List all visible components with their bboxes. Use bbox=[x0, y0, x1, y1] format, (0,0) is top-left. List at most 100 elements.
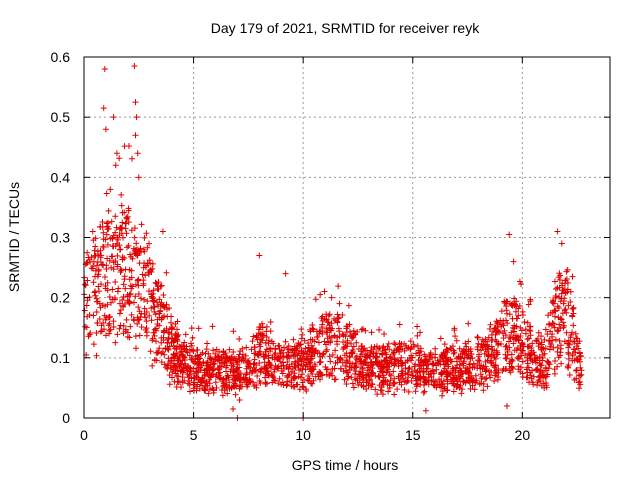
data-point bbox=[119, 219, 126, 226]
data-point bbox=[412, 361, 419, 368]
data-point bbox=[232, 382, 239, 389]
data-point bbox=[387, 377, 394, 384]
data-point bbox=[495, 366, 502, 373]
data-point bbox=[158, 359, 165, 366]
data-point bbox=[546, 346, 553, 353]
data-point bbox=[146, 288, 153, 295]
data-point bbox=[90, 279, 97, 286]
data-point bbox=[118, 267, 125, 274]
data-point bbox=[555, 314, 562, 321]
data-point bbox=[451, 327, 458, 334]
data-point bbox=[223, 368, 230, 375]
data-point bbox=[306, 360, 313, 367]
data-point bbox=[516, 278, 523, 285]
data-point bbox=[280, 362, 287, 369]
data-point bbox=[174, 357, 181, 364]
data-point bbox=[186, 346, 193, 353]
data-point bbox=[486, 326, 493, 333]
data-point bbox=[110, 259, 117, 266]
data-point bbox=[521, 318, 528, 325]
data-point bbox=[253, 332, 260, 339]
data-point bbox=[425, 371, 432, 378]
data-point bbox=[122, 285, 129, 292]
data-point bbox=[573, 367, 580, 374]
data-point bbox=[508, 329, 515, 336]
data-point bbox=[282, 270, 289, 277]
data-point bbox=[249, 338, 256, 345]
data-point bbox=[555, 274, 562, 281]
data-point bbox=[325, 339, 332, 346]
data-point bbox=[423, 365, 430, 372]
data-point bbox=[536, 369, 543, 376]
data-point bbox=[253, 381, 260, 388]
data-point bbox=[328, 327, 335, 334]
data-point bbox=[349, 350, 356, 357]
data-point bbox=[561, 295, 568, 302]
data-point bbox=[84, 297, 91, 304]
data-point bbox=[367, 351, 374, 358]
data-point bbox=[128, 227, 135, 234]
data-point bbox=[552, 307, 559, 314]
data-point bbox=[124, 333, 131, 340]
data-point bbox=[128, 311, 135, 318]
data-point bbox=[112, 162, 119, 169]
data-point bbox=[522, 326, 529, 333]
data-point bbox=[148, 305, 155, 312]
data-point bbox=[282, 338, 289, 345]
data-point bbox=[319, 372, 326, 379]
data-point bbox=[151, 308, 158, 315]
data-point bbox=[565, 337, 572, 344]
data-point bbox=[103, 231, 110, 238]
data-point bbox=[345, 302, 352, 309]
data-point bbox=[105, 322, 112, 329]
data-point bbox=[577, 372, 584, 379]
data-point bbox=[356, 355, 363, 362]
data-point bbox=[350, 343, 357, 350]
data-point bbox=[343, 369, 350, 376]
data-point bbox=[187, 388, 194, 395]
data-point bbox=[228, 353, 235, 360]
data-point bbox=[117, 246, 124, 253]
data-point bbox=[561, 286, 568, 293]
data-point bbox=[216, 348, 223, 355]
data-point bbox=[297, 355, 304, 362]
data-point bbox=[130, 299, 137, 306]
data-point bbox=[189, 334, 196, 341]
data-point bbox=[155, 278, 162, 285]
axis-ticks bbox=[83, 56, 610, 419]
data-point bbox=[554, 327, 561, 334]
data-point bbox=[537, 373, 544, 380]
data-point bbox=[243, 344, 250, 351]
chart-title: Day 179 of 2021, SRMTID for receiver rey… bbox=[211, 20, 480, 36]
data-point bbox=[376, 326, 383, 333]
data-point bbox=[110, 324, 117, 331]
x-tick-label: 20 bbox=[515, 427, 531, 443]
data-point bbox=[556, 284, 563, 291]
y-axis-label: SRMTID / TECUs bbox=[6, 182, 22, 292]
data-point bbox=[237, 383, 244, 390]
data-point bbox=[263, 352, 270, 359]
data-point bbox=[164, 339, 171, 346]
data-point bbox=[106, 327, 113, 334]
data-point bbox=[103, 220, 110, 227]
data-point bbox=[455, 354, 462, 361]
data-point bbox=[135, 317, 142, 324]
data-point bbox=[308, 342, 315, 349]
data-point bbox=[554, 344, 561, 351]
data-point bbox=[113, 150, 120, 157]
data-point bbox=[125, 219, 132, 226]
data-point bbox=[221, 382, 228, 389]
data-point bbox=[128, 274, 135, 281]
data-point bbox=[139, 271, 146, 278]
data-point bbox=[116, 325, 123, 332]
data-point bbox=[265, 359, 272, 366]
data-point bbox=[175, 373, 182, 380]
data-point bbox=[396, 321, 403, 328]
data-point bbox=[142, 272, 149, 279]
data-point bbox=[116, 232, 123, 239]
data-point bbox=[100, 105, 107, 112]
data-point bbox=[98, 281, 105, 288]
data-point bbox=[174, 343, 181, 350]
data-point bbox=[284, 374, 291, 381]
data-point bbox=[379, 361, 386, 368]
